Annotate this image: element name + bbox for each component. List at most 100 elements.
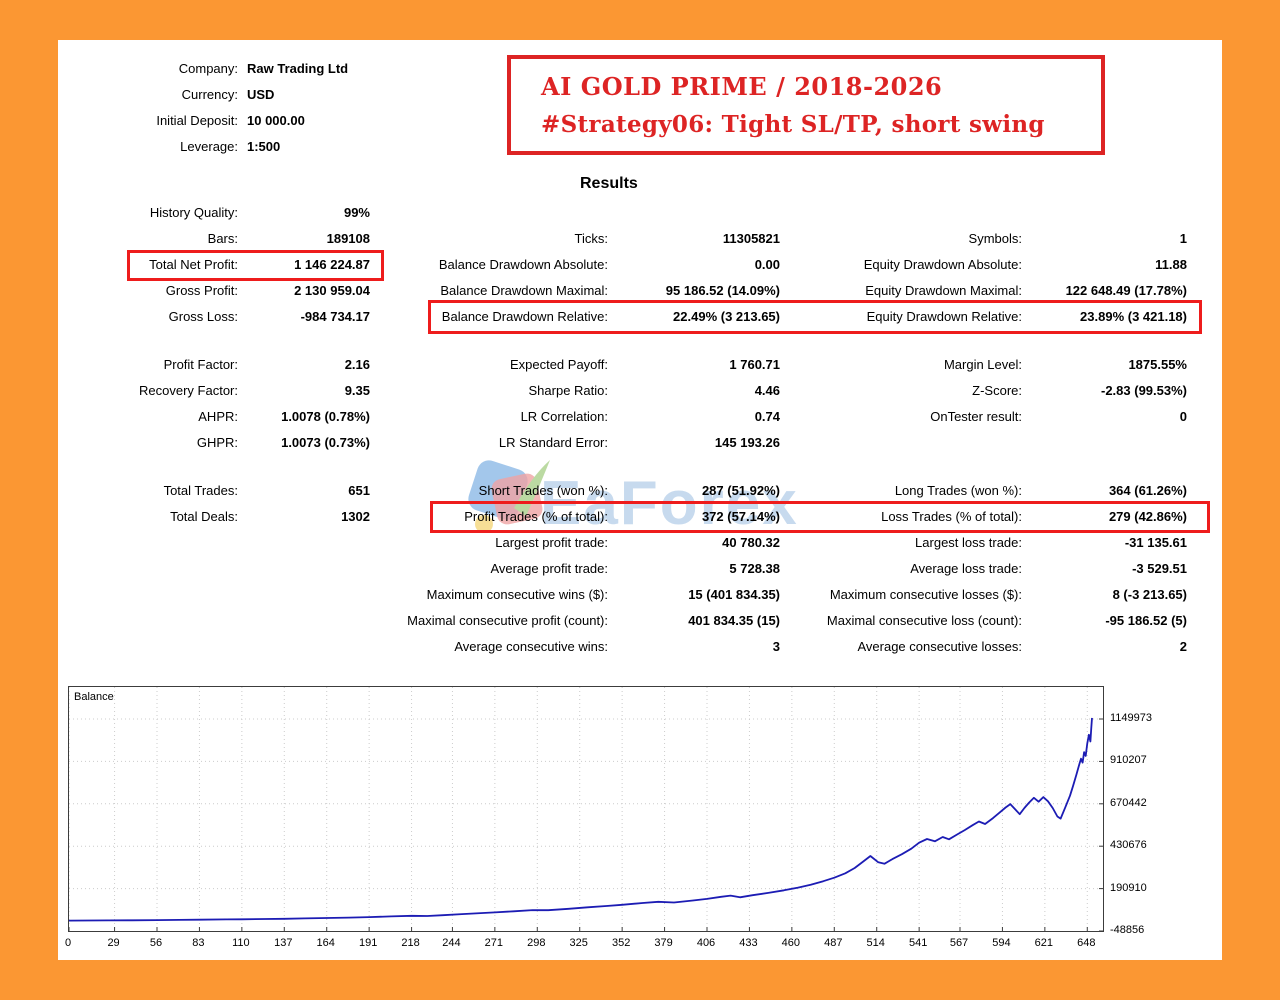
stat-label: AHPR:	[198, 409, 238, 424]
stat-value: 11305821	[722, 231, 780, 246]
y-axis-tick-label: -48856	[1110, 924, 1145, 936]
stat-value: 22.49% (3 213.65)	[673, 309, 780, 324]
banner-title: AI GOLD PRIME / 2018-2026	[541, 72, 943, 101]
stat-value: 8 (-3 213.65)	[1112, 587, 1187, 602]
x-axis-tick-label: 379	[654, 937, 673, 949]
stat-value: 2 130 959.04	[294, 283, 370, 298]
y-axis-tick-label: 670442	[1110, 796, 1147, 809]
stat-row: Total Net Profit: 1 146 224.87	[68, 252, 370, 278]
stat-row: Loss Trades (% of total): 279 (42.86%)	[640, 504, 1187, 530]
results-heading: Results	[580, 175, 638, 192]
account-info-row: Leverage: 1:500	[58, 134, 348, 160]
x-axis-tick-label: 541	[908, 937, 928, 949]
stat-value: 651	[348, 483, 370, 498]
stat-label: LR Standard Error:	[498, 435, 608, 450]
stat-row: Equity Drawdown Relative: 23.89% (3 421.1…	[640, 304, 1187, 330]
x-axis-tick-label: 29	[107, 937, 120, 949]
banner-subtitle: #Strategy06: Tight SL/TP, short swing	[541, 111, 1045, 138]
stat-label: Margin Level:	[943, 357, 1022, 372]
stat-value: 1302	[341, 509, 370, 524]
stat-value: 95 186.52 (14.09%)	[665, 283, 780, 298]
stat-value: 9.35	[344, 383, 370, 398]
x-axis-tick-label: 460	[781, 937, 801, 949]
stat-label: Long Trades (won %):	[894, 483, 1022, 498]
stat-label: LR Correlation:	[520, 409, 608, 424]
stat-value: -2.83 (99.53%)	[1101, 383, 1187, 398]
stat-row: Average profit trade: 5 728.38	[230, 556, 780, 582]
stat-row: Bars: 189108	[68, 226, 370, 252]
stat-row: Largest loss trade: -31 135.61	[640, 530, 1187, 556]
stat-value: 3	[772, 639, 780, 654]
stat-row: Symbols: 1	[640, 226, 1187, 252]
strategy-banner: AI GOLD PRIME / 2018-2026 #Strategy06: T…	[507, 55, 1105, 155]
stat-label: OnTester result:	[930, 409, 1022, 424]
stat-value: -31 135.61	[1124, 535, 1187, 550]
x-axis-tick-label: 648	[1077, 937, 1096, 949]
x-axis-tick-label: 218	[401, 937, 420, 949]
stat-label: Z-Score:	[972, 383, 1022, 398]
stat-row: LR Correlation: 0.74	[230, 404, 780, 430]
stat-value: 0.00	[754, 257, 780, 272]
stat-value: 145 193.26	[714, 435, 780, 450]
stat-row: Gross Profit: 2 130 959.04	[68, 278, 370, 304]
stat-value: 11.88	[1155, 257, 1187, 272]
stat-row: Balance Drawdown Maximal: 95 186.52 (14.0…	[230, 278, 780, 304]
stat-label: GHPR:	[196, 435, 238, 450]
stat-label: Equity Drawdown Absolute:	[863, 257, 1022, 272]
x-axis-tick-label: 514	[866, 937, 885, 949]
stat-label: Gross Loss:	[168, 309, 238, 324]
info-label: Currency:	[181, 87, 238, 102]
stat-row: LR Standard Error: 145 193.26	[230, 430, 780, 456]
stat-row: Equity Drawdown Absolute: 11.88	[640, 252, 1187, 278]
stat-row: Expected Payoff: 1 760.71	[230, 352, 780, 378]
stat-label: Largest profit trade:	[495, 535, 608, 550]
x-axis-tick-label: 567	[949, 937, 969, 949]
stat-value: 401 834.35 (15)	[688, 613, 780, 628]
stat-row: Profit Factor: 2.16	[68, 352, 370, 378]
stat-row: Equity Drawdown Maximal: 122 648.49 (17.7…	[640, 278, 1187, 304]
stat-row: Balance Drawdown Absolute: 0.00	[230, 252, 780, 278]
stat-value: 2	[1179, 639, 1187, 654]
stat-value: 287 (51.92%)	[701, 483, 780, 498]
x-axis-tick-label: 621	[1034, 937, 1054, 949]
stat-row: Maximum consecutive wins ($): 15 (401 834…	[230, 582, 780, 608]
stat-label: Profit Trades (% of total):	[464, 509, 608, 524]
stat-row: Z-Score: -2.83 (99.53%)	[640, 378, 1187, 404]
stat-value: -3 529.51	[1132, 561, 1187, 576]
stat-row: Maximum consecutive losses ($): 8 (-3 213…	[640, 582, 1187, 608]
stat-value: 40 780.32	[722, 535, 780, 550]
x-axis-tick-label: 0	[64, 937, 72, 949]
stat-value: 4.46	[754, 383, 780, 398]
stat-value: -95 186.52 (5)	[1105, 613, 1187, 628]
stat-value: 5 728.38	[729, 561, 780, 576]
balance-curve-canvas	[69, 687, 1103, 931]
info-value: USD	[247, 87, 275, 102]
stat-value: 1 760.71	[729, 357, 780, 372]
stat-label: Sharpe Ratio:	[528, 383, 609, 398]
x-axis-tick-label: 406	[696, 937, 716, 949]
account-info-row: Company: Raw Trading Ltd	[58, 56, 348, 82]
stat-row: OnTester result: 0	[640, 404, 1187, 430]
stat-row: Average consecutive losses: 2	[640, 634, 1187, 660]
spacer	[640, 330, 1187, 352]
stat-label: Maximal consecutive loss (count):	[826, 613, 1022, 628]
x-axis-tick-label: 137	[274, 937, 293, 949]
account-info-row: Initial Deposit: 10 000.00	[58, 108, 348, 134]
stat-label: Ticks:	[574, 231, 608, 246]
stat-row: Maximal consecutive profit (count): 401 8…	[230, 608, 780, 634]
stat-row: Average consecutive wins: 3	[230, 634, 780, 660]
stat-row: History Quality: 99%	[68, 200, 370, 226]
stat-label: Recovery Factor:	[139, 383, 238, 398]
spacer	[640, 456, 1187, 478]
stat-row: Recovery Factor: 9.35	[68, 378, 370, 404]
stat-label: Maximum consecutive wins ($):	[426, 587, 608, 602]
stat-row	[640, 430, 1187, 456]
stat-row: Long Trades (won %): 364 (61.26%)	[640, 478, 1187, 504]
stat-value: 279 (42.86%)	[1108, 509, 1187, 524]
stat-row: Margin Level: 1875.55%	[640, 352, 1187, 378]
y-axis-tick-label: 1149973	[1110, 712, 1153, 724]
info-label: Initial Deposit:	[156, 113, 238, 128]
stats-column-left: History Quality: 99% Bars: 189108 Total Net …	[68, 200, 370, 530]
stat-label: Balance Drawdown Absolute:	[438, 257, 608, 272]
